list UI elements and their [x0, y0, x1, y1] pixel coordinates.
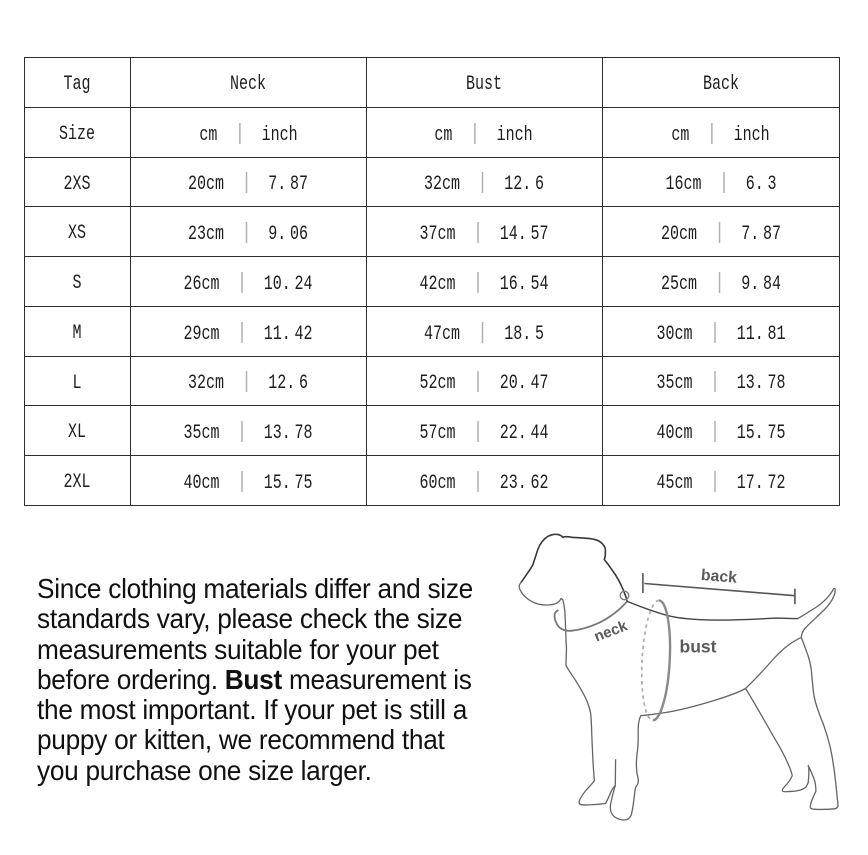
- svg-text:neck: neck: [592, 617, 631, 645]
- svg-text:bust: bust: [680, 637, 717, 657]
- svg-text:back: back: [700, 567, 737, 587]
